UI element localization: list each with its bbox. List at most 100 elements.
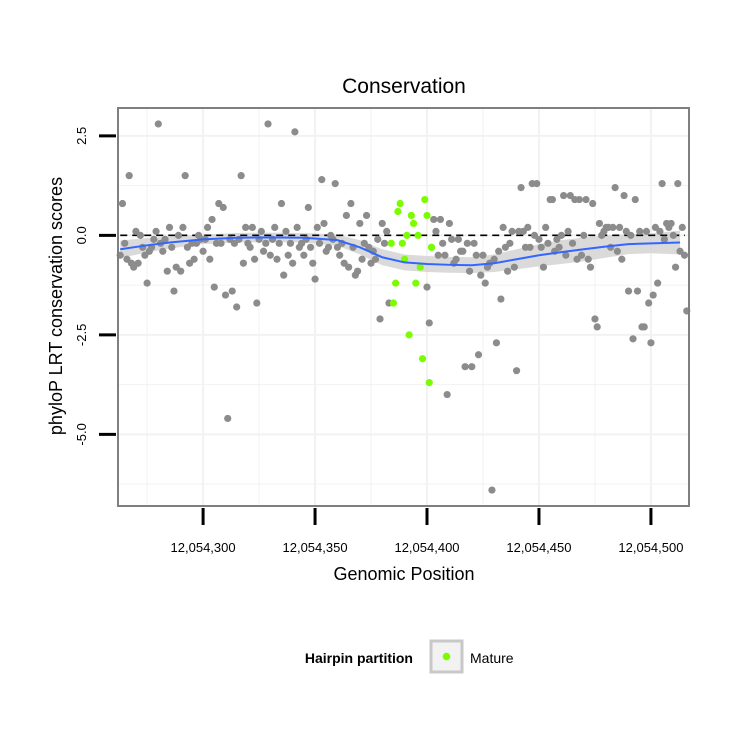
point-other — [474, 351, 483, 359]
point-other — [425, 319, 433, 327]
point-other — [575, 195, 583, 204]
x-tick-label: 12,054,400 — [394, 540, 459, 555]
point-other — [356, 219, 364, 228]
point-other — [555, 243, 563, 251]
point-other — [345, 263, 353, 271]
point-other — [320, 219, 328, 228]
point-other — [654, 279, 662, 287]
point-other — [143, 279, 151, 287]
point-other — [228, 287, 236, 295]
point-other — [481, 279, 489, 287]
y-tick-label: -5.0 — [74, 423, 89, 445]
point-other — [282, 227, 290, 235]
point-other — [318, 176, 326, 184]
point-other — [479, 251, 487, 259]
point-other — [624, 287, 633, 295]
y-axis: 2.5 0.0 -2.5 -5.0 — [74, 127, 116, 446]
point-other — [376, 315, 384, 323]
point-other — [300, 251, 308, 259]
point-other — [669, 231, 677, 239]
point-other — [206, 255, 214, 263]
point-other — [586, 263, 595, 271]
point-other — [286, 239, 295, 247]
point-other — [309, 259, 317, 267]
point-mature — [392, 279, 400, 287]
legend-title: Hairpin partition — [305, 650, 413, 666]
point-other — [353, 267, 362, 275]
x-axis-title: Genomic Position — [333, 564, 474, 584]
point-other — [219, 203, 227, 212]
point-other — [159, 247, 167, 255]
point-other — [436, 215, 445, 224]
point-other — [490, 255, 498, 263]
point-other — [506, 239, 514, 247]
point-other — [564, 227, 572, 235]
point-other — [284, 251, 292, 259]
point-other — [443, 390, 451, 399]
point-other — [629, 335, 637, 343]
point-other — [304, 203, 312, 212]
point-other — [118, 199, 127, 208]
point-other — [448, 235, 456, 243]
point-other — [526, 243, 534, 251]
point-other — [595, 219, 604, 228]
point-other — [291, 128, 299, 136]
point-other — [582, 195, 590, 204]
point-mature — [389, 299, 398, 307]
point-other — [190, 255, 198, 263]
point-other — [246, 243, 254, 251]
point-mature — [405, 331, 413, 339]
point-other — [208, 215, 216, 224]
point-other — [210, 283, 218, 291]
point-other — [548, 195, 557, 204]
y-tick-label: 2.5 — [74, 127, 89, 145]
point-other — [237, 172, 245, 180]
point-other — [374, 235, 382, 243]
point-mature — [416, 263, 424, 271]
point-other — [674, 180, 682, 188]
point-other — [170, 287, 178, 295]
point-other — [499, 223, 507, 231]
point-other — [154, 120, 162, 128]
point-mature — [394, 207, 402, 216]
point-other — [271, 223, 279, 231]
x-tick-label: 12,054,300 — [171, 540, 236, 555]
point-other — [136, 231, 144, 239]
point-other — [517, 184, 525, 192]
point-other — [168, 243, 176, 251]
point-other — [331, 180, 339, 188]
point-other — [609, 223, 617, 231]
point-other — [667, 219, 675, 228]
point-other — [580, 231, 588, 239]
point-other — [680, 251, 689, 259]
point-other — [181, 172, 189, 180]
point-other — [477, 271, 485, 279]
point-other — [264, 120, 272, 128]
point-other — [203, 223, 212, 231]
point-other — [121, 239, 129, 247]
point-mature — [423, 211, 431, 220]
point-other — [452, 255, 460, 263]
point-other — [508, 227, 516, 235]
point-other — [134, 259, 142, 267]
point-other — [618, 255, 626, 263]
x-tick-label: 12,054,450 — [506, 540, 571, 555]
point-other — [658, 180, 666, 188]
point-other — [568, 239, 577, 247]
point-other — [584, 255, 592, 263]
point-other — [647, 339, 655, 347]
point-other — [633, 287, 642, 295]
point-other — [468, 363, 476, 371]
point-other — [242, 223, 250, 231]
point-other — [593, 323, 601, 331]
point-other — [589, 199, 597, 208]
point-other — [497, 295, 505, 303]
point-other — [347, 199, 355, 208]
point-other — [562, 251, 570, 259]
point-other — [311, 275, 319, 283]
legend: Hairpin partition Mature — [305, 639, 514, 674]
point-other — [671, 263, 680, 271]
point-other — [221, 291, 230, 299]
smooth-curve — [120, 236, 681, 267]
plot-panel-border — [117, 107, 690, 507]
